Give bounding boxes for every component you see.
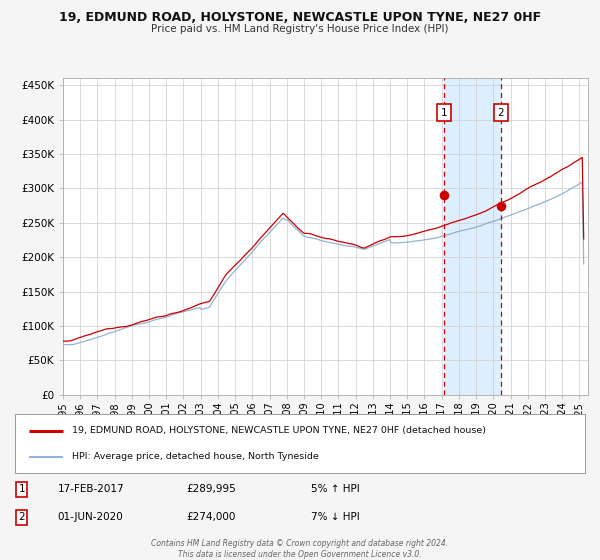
Text: 7% ↓ HPI: 7% ↓ HPI	[311, 512, 360, 522]
Text: 2: 2	[19, 512, 25, 522]
Text: 2: 2	[497, 108, 504, 118]
Text: 19, EDMUND ROAD, HOLYSTONE, NEWCASTLE UPON TYNE, NE27 0HF: 19, EDMUND ROAD, HOLYSTONE, NEWCASTLE UP…	[59, 11, 541, 24]
Text: £274,000: £274,000	[186, 512, 235, 522]
Point	[439, 191, 449, 200]
Text: 17-FEB-2017: 17-FEB-2017	[58, 484, 124, 494]
Text: 1: 1	[440, 108, 447, 118]
Text: Contains HM Land Registry data © Crown copyright and database right 2024.: Contains HM Land Registry data © Crown c…	[151, 539, 449, 548]
Point	[496, 202, 505, 211]
Text: HPI: Average price, detached house, North Tyneside: HPI: Average price, detached house, Nort…	[72, 452, 319, 461]
Text: This data is licensed under the Open Government Licence v3.0.: This data is licensed under the Open Gov…	[178, 550, 422, 559]
Text: 01-JUN-2020: 01-JUN-2020	[58, 512, 124, 522]
Text: £289,995: £289,995	[186, 484, 236, 494]
Bar	[444, 78, 500, 395]
Text: 1: 1	[19, 484, 25, 494]
Text: 19, EDMUND ROAD, HOLYSTONE, NEWCASTLE UPON TYNE, NE27 0HF (detached house): 19, EDMUND ROAD, HOLYSTONE, NEWCASTLE UP…	[72, 426, 486, 435]
Text: Price paid vs. HM Land Registry's House Price Index (HPI): Price paid vs. HM Land Registry's House …	[151, 24, 449, 34]
Text: 5% ↑ HPI: 5% ↑ HPI	[311, 484, 360, 494]
